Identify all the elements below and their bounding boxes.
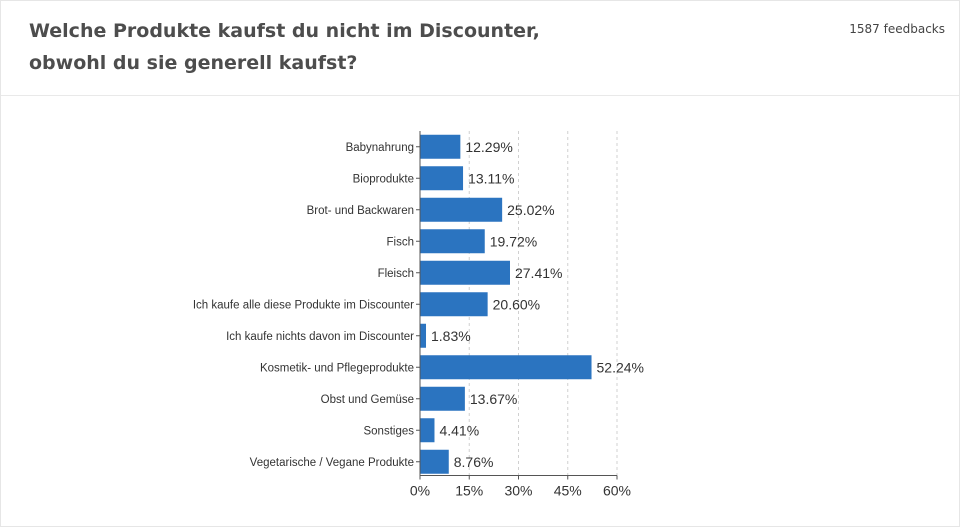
category-label: Ich kaufe alle diese Produkte im Discoun… (193, 299, 414, 311)
x-tick-label: 45% (554, 483, 582, 499)
category-label: Kosmetik- und Pflegeprodukte (260, 362, 414, 374)
question-title-line-2: obwohl du sie generell kaufst? (29, 52, 358, 74)
category-label: Obst und Gemüse (321, 394, 414, 406)
bar (420, 418, 435, 443)
category-label: Brot- und Backwaren (307, 205, 414, 217)
value-label: 13.11% (468, 170, 514, 186)
x-tick-label: 60% (603, 483, 631, 499)
value-label: 20.60% (493, 296, 540, 312)
feedback-count: 1587 feedbacks (849, 22, 945, 36)
bar-chart: Babynahrung 12.29% Bioprodukte 13.11% Brot- … (193, 131, 644, 499)
question-title: Welche Produkte kaufst du nicht im Disco… (29, 15, 589, 79)
value-label: 8.76% (454, 454, 494, 470)
x-tick-label: 30% (504, 483, 532, 499)
category-label: Vegetarische / Vegane Produkte (250, 457, 414, 469)
bar (420, 355, 592, 380)
bar (420, 260, 510, 285)
bar (420, 229, 485, 254)
value-label: 12.29% (465, 139, 512, 155)
value-label: 27.41% (515, 265, 562, 281)
bar (420, 386, 465, 411)
bar (420, 292, 488, 317)
x-tick-label: 15% (455, 483, 483, 499)
category-label: Ich kaufe nichts davon im Discounter (226, 331, 414, 343)
bar (420, 134, 461, 159)
bar (420, 323, 427, 348)
value-label: 25.02% (507, 202, 554, 218)
card-header: Welche Produkte kaufst du nicht im Disco… (1, 1, 959, 96)
x-tick-label: 0% (410, 483, 430, 499)
bar (420, 449, 449, 474)
category-label: Babynahrung (346, 142, 414, 154)
value-label: 1.83% (431, 328, 471, 344)
value-label: 13.67% (470, 391, 517, 407)
value-label: 19.72% (490, 233, 537, 249)
value-label: 4.41% (439, 422, 479, 438)
category-label: Fisch (387, 236, 414, 248)
category-label: Sonstiges (363, 425, 414, 437)
category-label: Bioprodukte (353, 173, 414, 185)
category-label: Fleisch (378, 268, 414, 280)
question-title-line-1: Welche Produkte kaufst du nicht im Disco… (29, 20, 540, 42)
bar (420, 166, 464, 191)
value-label: 52.24% (597, 359, 644, 375)
bar (420, 197, 503, 222)
